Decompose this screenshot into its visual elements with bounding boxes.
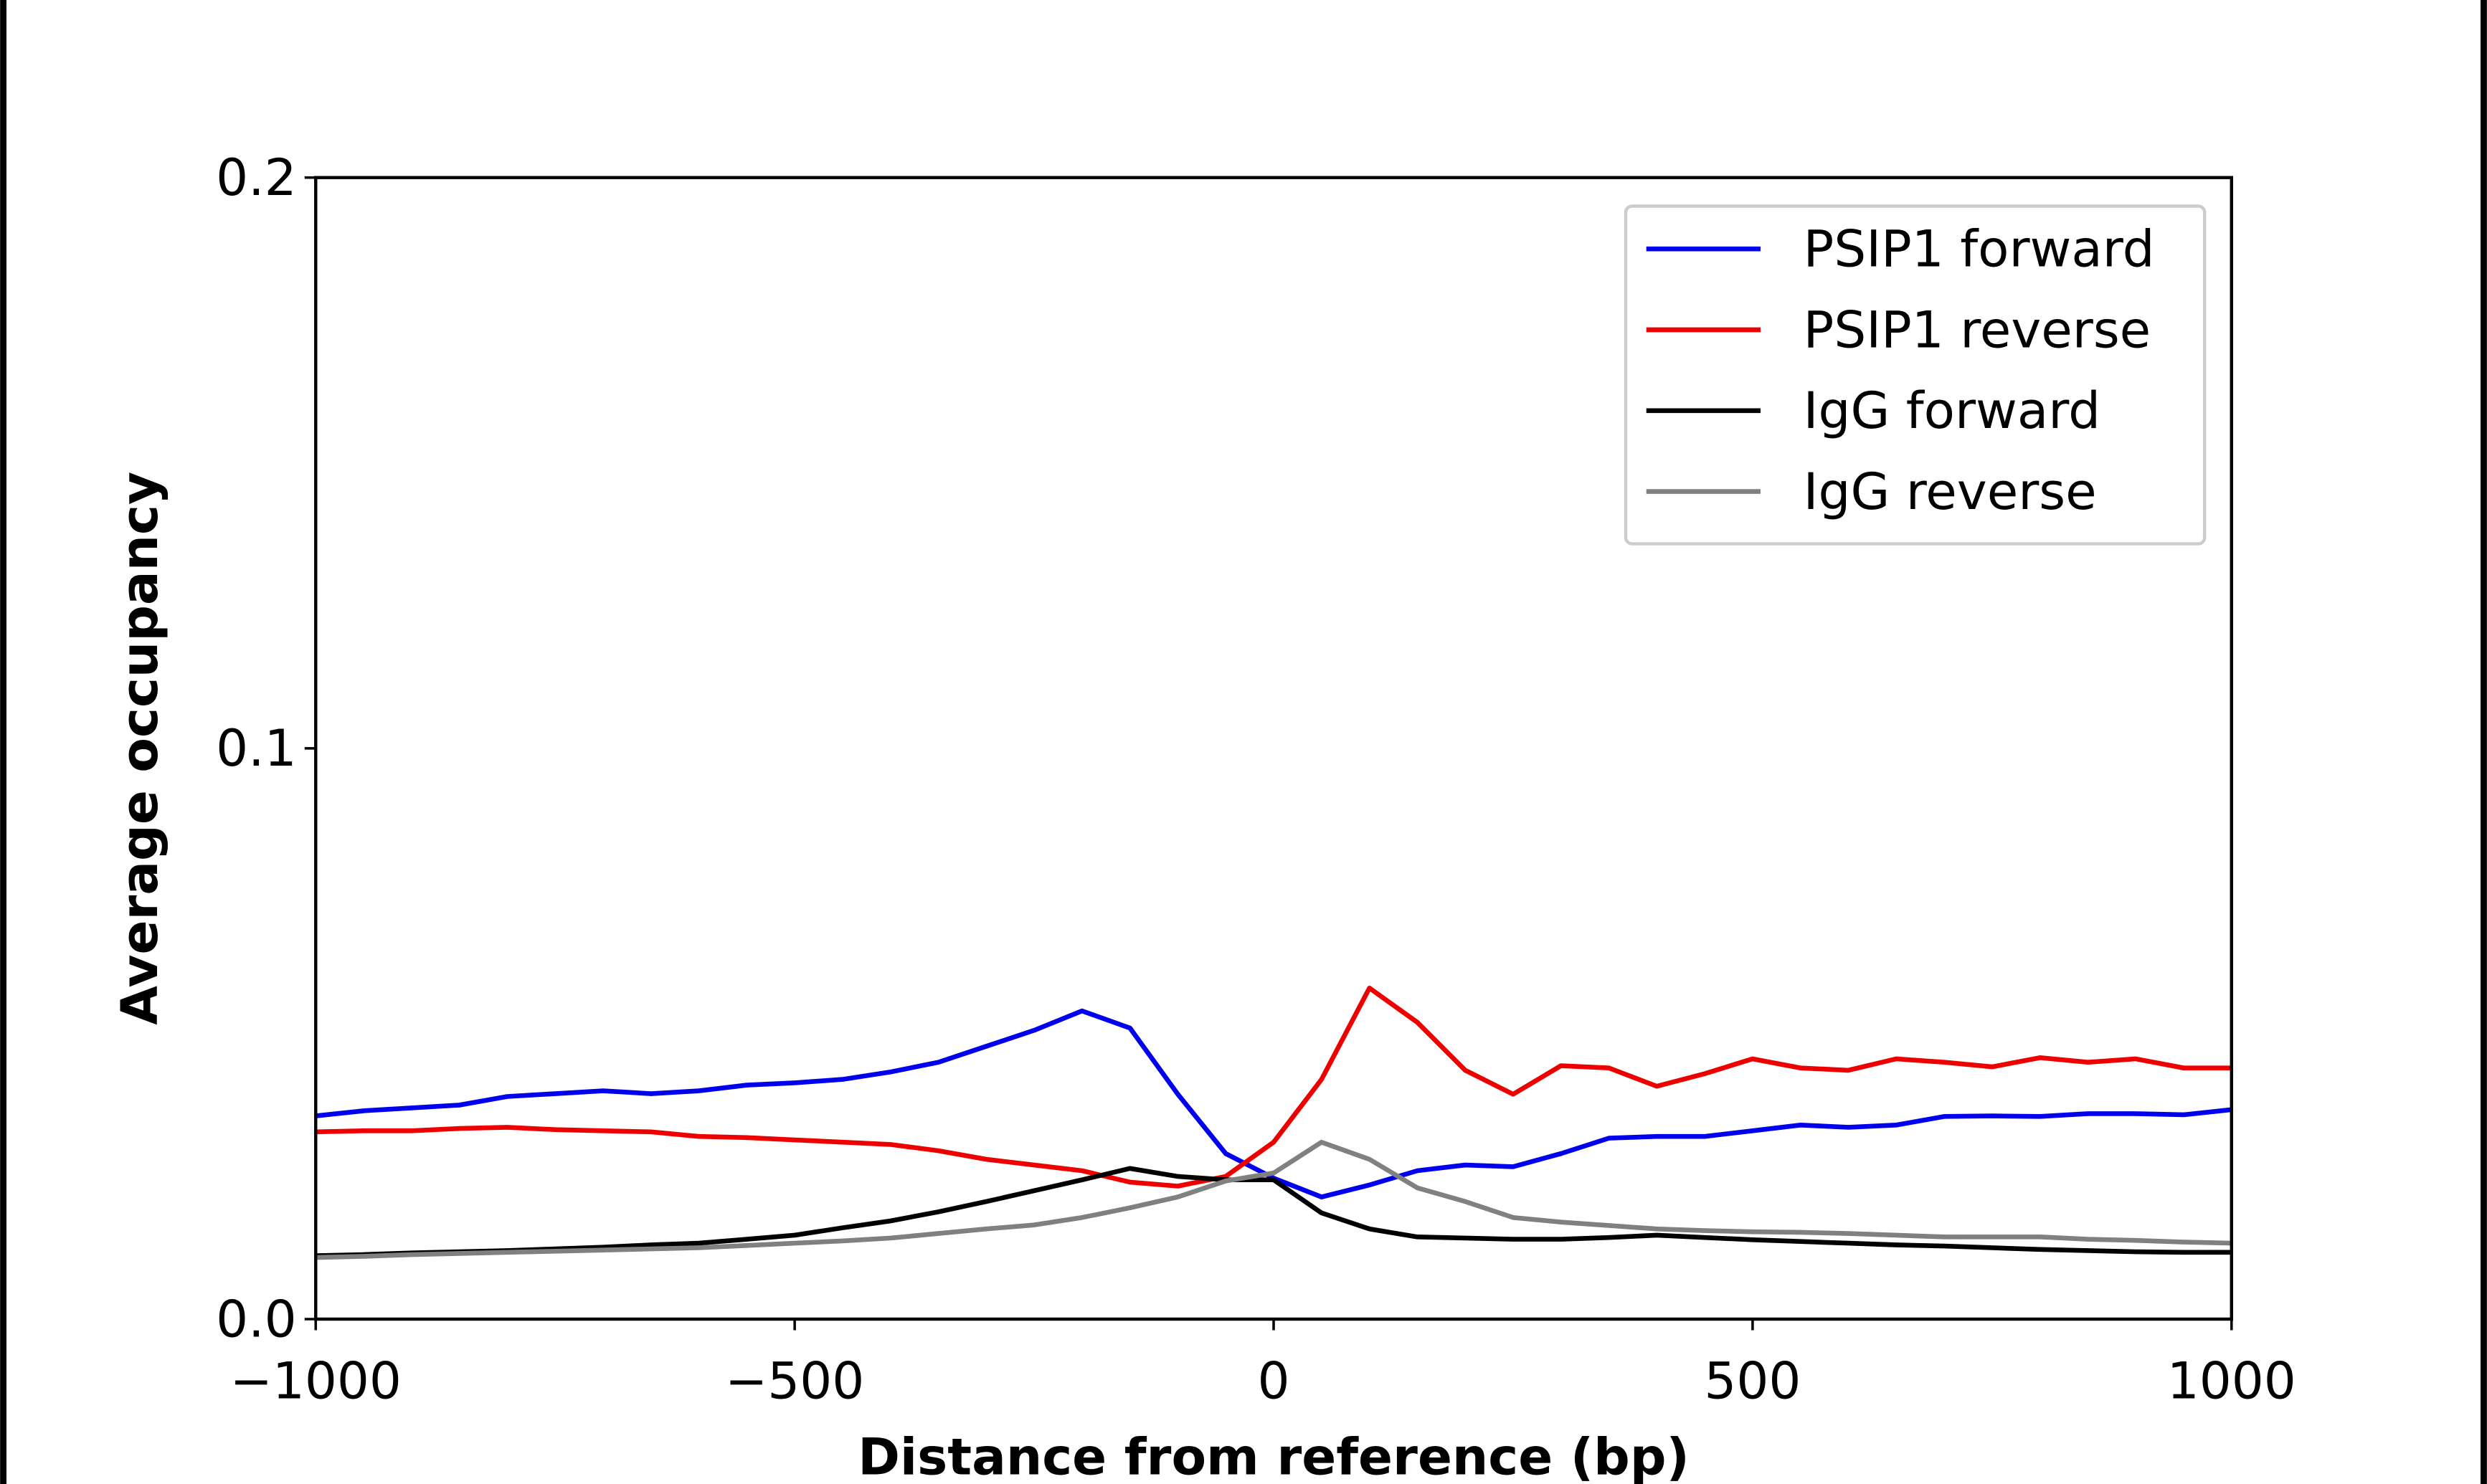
frame-edge: [2481, 0, 2487, 1484]
series-line: [316, 1139, 2232, 1260]
legend-label: PSIP1 forward: [1804, 219, 2155, 279]
legend-label: IgG reverse: [1804, 462, 2097, 521]
y-axis-label: Average occupancy: [110, 472, 169, 1025]
legend-label: IgG forward: [1804, 381, 2100, 440]
y-tick-label: 0.0: [216, 1289, 297, 1349]
x-tick-label: 500: [1704, 1351, 1801, 1411]
x-tick-label: 0: [1258, 1351, 1290, 1411]
plot-frame: [314, 176, 2234, 1321]
x-tick-label: −1000: [230, 1351, 402, 1411]
y-tick-label: 0.2: [216, 148, 297, 207]
legend-label: PSIP1 reverse: [1804, 300, 2151, 359]
series-line: [316, 985, 2232, 1189]
x-tick-label: −500: [725, 1351, 864, 1411]
frame-edge: [0, 0, 7, 1484]
series-line: [316, 1166, 2232, 1258]
y-tick-label: 0.1: [216, 718, 297, 778]
legend-box: [1624, 204, 2207, 546]
x-tick-label: 1000: [2167, 1351, 2296, 1411]
x-axis-label: Distance from reference (bp): [858, 1427, 1690, 1484]
